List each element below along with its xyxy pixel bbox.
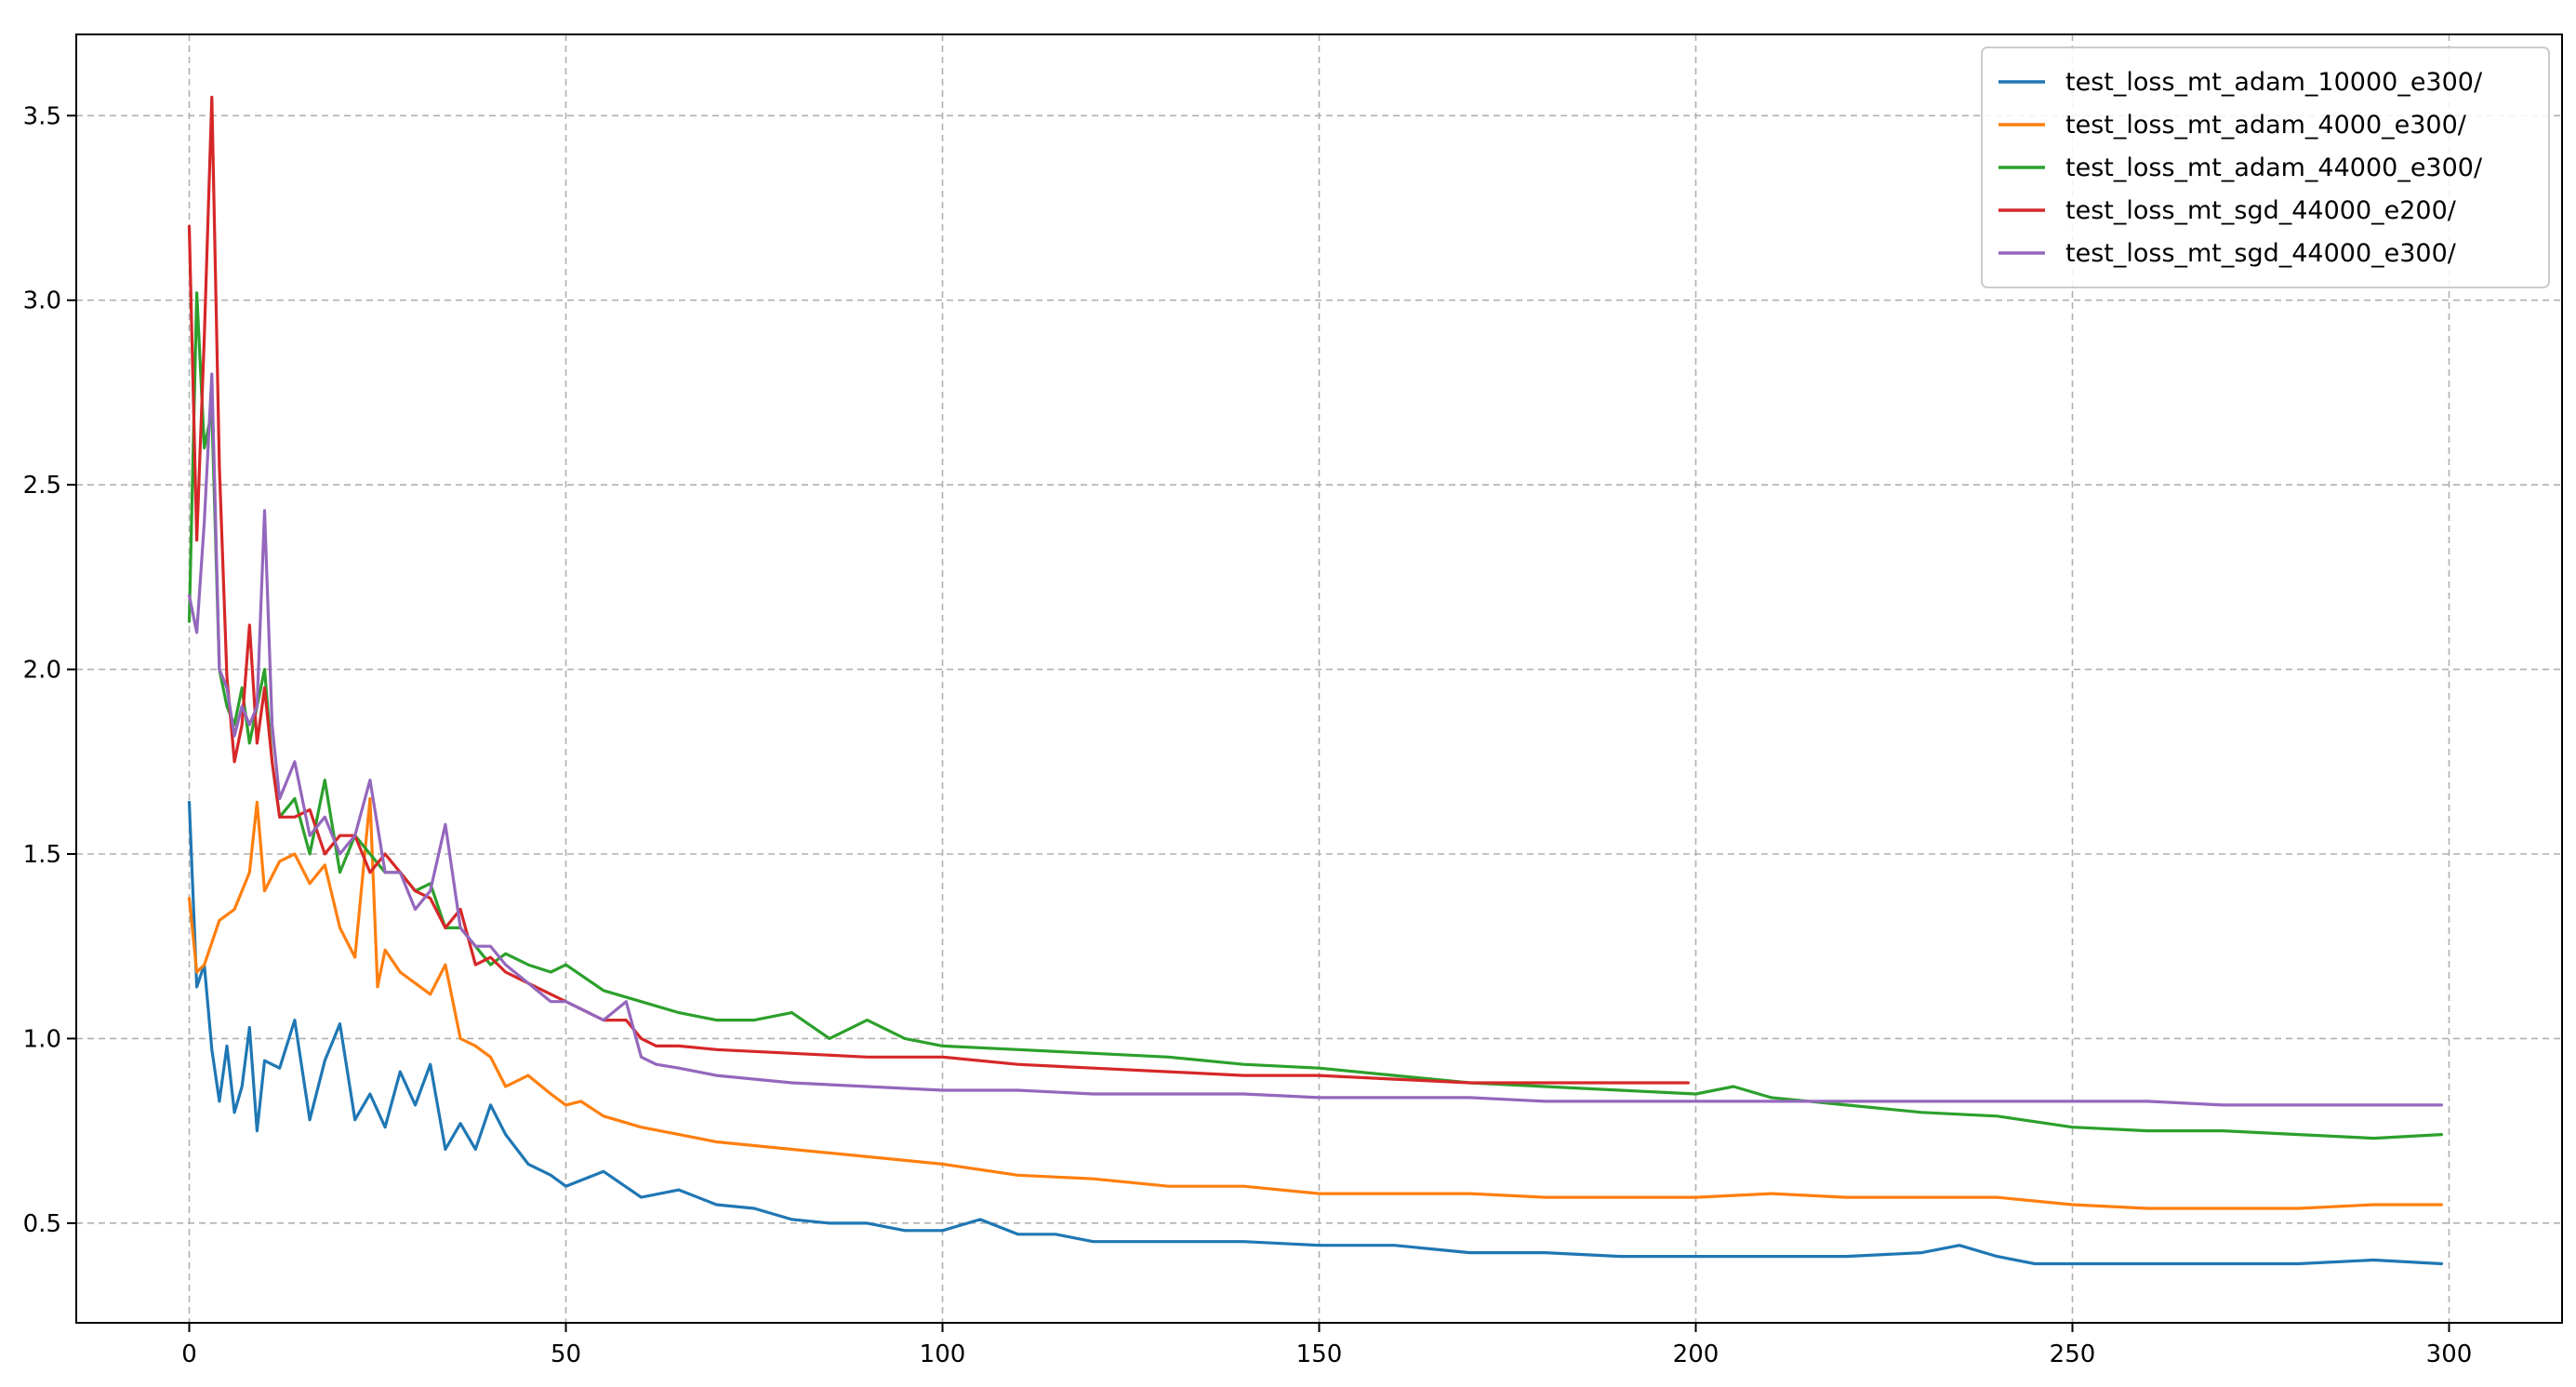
y-tick-label: 1.5 xyxy=(23,841,61,869)
legend-label: test_loss_mt_sgd_44000_e200/ xyxy=(2065,196,2457,225)
x-tick-label: 0 xyxy=(181,1340,197,1368)
x-tick-label: 50 xyxy=(551,1340,581,1368)
x-tick-label: 250 xyxy=(2050,1340,2096,1368)
y-tick-label: 2.0 xyxy=(23,657,61,685)
x-tick-label: 300 xyxy=(2426,1340,2473,1368)
grid-lines xyxy=(76,34,2562,1323)
series-line-3 xyxy=(187,291,2443,1140)
y-tick-label: 3.0 xyxy=(23,287,61,315)
legend-label: test_loss_mt_sgd_44000_e300/ xyxy=(2065,239,2457,268)
series-lines xyxy=(187,95,2443,1266)
series-line-5 xyxy=(187,372,2443,1107)
y-tick-label: 1.0 xyxy=(23,1025,61,1053)
y-tick-label: 0.5 xyxy=(23,1210,61,1238)
legend-label: test_loss_mt_adam_4000_e300/ xyxy=(2065,111,2467,140)
x-tick-label: 150 xyxy=(1296,1340,1343,1368)
series-line-2 xyxy=(187,796,2443,1210)
y-tick-label: 2.5 xyxy=(23,472,61,500)
axes: 0 50 100 150 200 250 300 0.5 1.0 1.5 2.0 2.5 3.0 3.5 xyxy=(23,102,2473,1368)
y-tick-label: 3.5 xyxy=(23,102,61,130)
legend-box xyxy=(1981,47,2550,288)
x-tick-label: 200 xyxy=(1673,1340,1720,1368)
legend: test_loss_mt_adam_10000_e300/test_loss_m… xyxy=(1981,47,2550,288)
legend-label: test_loss_mt_adam_44000_e300/ xyxy=(2065,153,2483,182)
series-line-1 xyxy=(187,800,2443,1266)
x-tick-label: 100 xyxy=(920,1340,966,1368)
legend-label: test_loss_mt_adam_10000_e300/ xyxy=(2065,68,2483,97)
